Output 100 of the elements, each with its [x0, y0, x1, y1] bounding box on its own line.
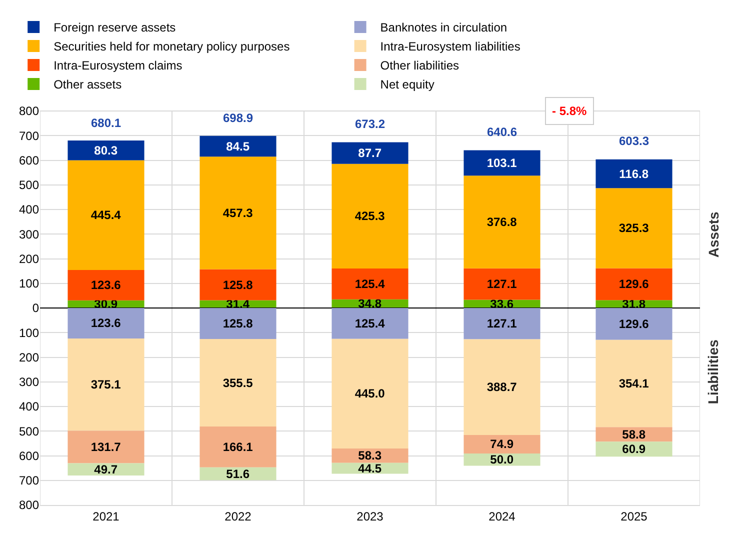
- bar: [200, 426, 276, 468]
- bar: [596, 159, 672, 188]
- data-label: 123.6: [90, 278, 122, 292]
- legend-label: Foreign reserve assets: [54, 20, 176, 35]
- legend-label: Other assets: [54, 78, 122, 92]
- total-label: 673.2: [355, 117, 386, 131]
- bar: [332, 268, 408, 300]
- bar: [464, 435, 540, 454]
- bar: [464, 339, 540, 436]
- data-label: 58.3: [358, 448, 382, 463]
- data-label: 125.8: [222, 316, 254, 330]
- text: Liabilities: [705, 339, 722, 404]
- y-tick-label: 300: [18, 375, 40, 390]
- bar: [596, 188, 672, 268]
- legend-label: Other liabilities: [380, 58, 460, 73]
- data-label: 355.5: [222, 376, 254, 390]
- data-label: 354.1: [618, 376, 650, 391]
- data-label: 129.6: [618, 316, 650, 331]
- x-tick-label: 2022: [224, 509, 252, 524]
- bar: [200, 136, 276, 157]
- x-tick-label: 2021: [92, 509, 120, 524]
- y-tick-label: 700: [18, 474, 40, 488]
- legend-label: Net equity: [380, 78, 434, 92]
- y-tick-label: 700: [18, 128, 40, 143]
- bar: [68, 270, 144, 300]
- bar: [68, 140, 144, 160]
- data-label: 425.3: [354, 209, 386, 224]
- bar: [200, 269, 276, 300]
- data-label: 123.6: [90, 316, 122, 330]
- y-tick-label: 200: [18, 350, 40, 364]
- bar: [68, 160, 144, 270]
- data-label: 49.7: [94, 462, 118, 476]
- data-label: 58.8: [622, 427, 646, 442]
- data-label: 125.4: [354, 316, 386, 330]
- data-label: 376.8: [486, 215, 518, 230]
- legend-label: Banknotes in circulation: [380, 20, 508, 35]
- bar: [68, 338, 144, 431]
- data-label: 129.6: [618, 277, 650, 292]
- total-label: 603.3: [619, 134, 650, 148]
- data-label: 44.5: [358, 461, 382, 476]
- legend-label: Intra-Eurosystem liabilities: [380, 40, 520, 54]
- data-label: 445.0: [354, 386, 386, 401]
- y-tick-label: 600: [18, 448, 40, 463]
- data-label: 80.3: [94, 143, 118, 158]
- total-label: 680.1: [91, 116, 122, 130]
- y-tick-label: 0: [32, 301, 40, 316]
- y-tick-label: 100: [18, 276, 40, 291]
- data-label: 84.5: [226, 139, 250, 154]
- bar: [596, 268, 672, 300]
- bar: [464, 150, 540, 176]
- y-tick-label: 800: [18, 498, 40, 512]
- bar: [332, 164, 408, 269]
- bar: [68, 463, 144, 476]
- data-label: 50.0: [490, 452, 514, 467]
- data-label: 325.3: [618, 221, 650, 236]
- bar: [68, 430, 144, 464]
- bar: [596, 340, 672, 428]
- x-tick-label: 2024: [488, 509, 516, 524]
- y-tick-label: 800: [18, 104, 40, 118]
- y-tick-label: 600: [18, 153, 40, 168]
- bar: [200, 156, 276, 270]
- legend-label: Securities held for monetary policy purposes: [54, 40, 290, 54]
- y-tick-label: 500: [18, 424, 40, 438]
- data-label: 127.1: [486, 277, 518, 292]
- bar: [332, 338, 408, 448]
- annotation: - 5.8%: [552, 104, 588, 118]
- y-tick-label: 300: [18, 227, 40, 242]
- bar: [464, 268, 540, 300]
- data-label: 125.8: [222, 278, 254, 292]
- y-tick-label: 100: [18, 326, 40, 340]
- data-label: 388.7: [486, 380, 518, 394]
- bar: [596, 442, 672, 457]
- legend-label: Intra-Eurosystem claims: [54, 58, 182, 73]
- data-label: 125.4: [354, 276, 386, 291]
- x-tick-label: 2023: [356, 509, 384, 524]
- data-label: 116.8: [619, 166, 649, 181]
- data-label: 166.1: [222, 440, 254, 454]
- data-label: 103.1: [486, 156, 518, 170]
- data-label: 87.7: [358, 146, 382, 160]
- total-label: 698.9: [223, 111, 254, 125]
- data-label: 131.7: [90, 440, 122, 454]
- text: Assets: [706, 211, 722, 258]
- data-label: 127.1: [486, 316, 518, 331]
- y-tick-label: 400: [18, 202, 40, 217]
- data-label: 60.9: [622, 442, 646, 456]
- total-label: 640.6: [487, 125, 518, 139]
- data-label: 445.4: [90, 208, 122, 222]
- x-tick-label: 2025: [620, 509, 648, 524]
- data-label: 457.3: [222, 206, 254, 220]
- bar: [200, 338, 276, 427]
- y-tick-label: 400: [18, 400, 40, 414]
- y-tick-label: 500: [18, 178, 40, 192]
- data-label: 34.8: [358, 296, 382, 311]
- bar: [332, 448, 408, 463]
- data-label: 375.1: [90, 378, 122, 392]
- data-label: 51.6: [226, 466, 250, 481]
- y-tick-label: 200: [18, 252, 40, 266]
- data-label: 74.9: [490, 437, 514, 452]
- bar: [464, 176, 540, 268]
- bar: [332, 142, 408, 164]
